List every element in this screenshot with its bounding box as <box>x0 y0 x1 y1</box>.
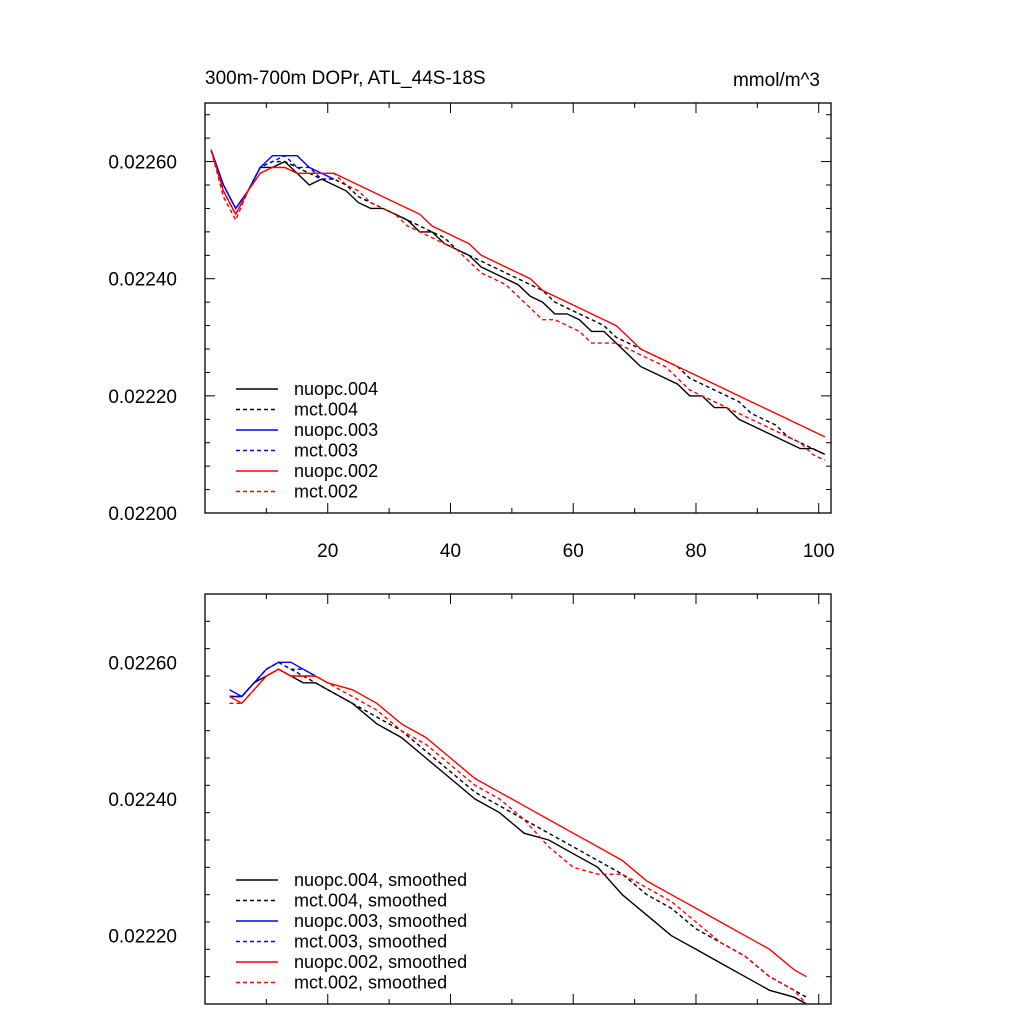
legend-label: mct.003 <box>294 441 358 461</box>
series-line-mct-003 <box>210 149 334 216</box>
legend-label: mct.004, smoothed <box>294 891 447 911</box>
plot-frame <box>204 102 832 514</box>
chart-title: 300m-700m DOPr, ATL_44S-18S <box>205 68 486 89</box>
x-tick-label: 20 <box>317 541 338 562</box>
legend-label: nuopc.004, smoothed <box>294 870 467 890</box>
legend-label: mct.003, smoothed <box>294 932 447 952</box>
legend-label: nuopc.003, smoothed <box>294 911 467 931</box>
legend-label: nuopc.002 <box>294 461 378 481</box>
chart-units-label: mmol/m^3 <box>733 70 820 91</box>
x-tick-label: 40 <box>440 541 461 562</box>
y-tick-label: 0.02260 <box>108 653 177 674</box>
y-tick-label: 0.02220 <box>108 387 177 408</box>
legend-label: nuopc.004 <box>294 379 378 399</box>
series-line-nuopc-004 <box>210 149 826 456</box>
legend-label: mct.002 <box>294 482 358 502</box>
y-tick-label: 0.02220 <box>108 927 177 948</box>
series-line-mct-002 <box>210 149 826 461</box>
series-line-nuopc-003-smoothed <box>229 661 316 698</box>
y-tick-label: 0.02260 <box>108 153 177 174</box>
y-tick-label: 0.02240 <box>108 790 177 811</box>
series-line-nuopc-003 <box>210 149 335 210</box>
legend-label: nuopc.002, smoothed <box>294 952 467 972</box>
x-tick-label: 80 <box>685 541 706 562</box>
x-tick-label: 100 <box>803 541 835 562</box>
legend-label: mct.002, smoothed <box>294 973 447 993</box>
series-line-mct-003-smoothed <box>229 661 316 698</box>
y-tick-label: 0.02200 <box>108 504 177 525</box>
top-panel: 20 40 60 80 100 0.02200 0.02220 0.02240 0.02260 n… <box>108 102 835 562</box>
plot-frame <box>204 593 832 1005</box>
legend-label: nuopc.003 <box>294 420 378 440</box>
y-tick-label: 0.02240 <box>108 270 177 291</box>
bottom-panel: 0.02220 0.02240 0.02260 nuopc.004, smoothed… <box>108 593 832 1005</box>
legend-label: mct.004 <box>294 400 358 420</box>
x-tick-label: 60 <box>563 541 584 562</box>
series-line-mct-002-smoothed <box>229 668 808 1004</box>
